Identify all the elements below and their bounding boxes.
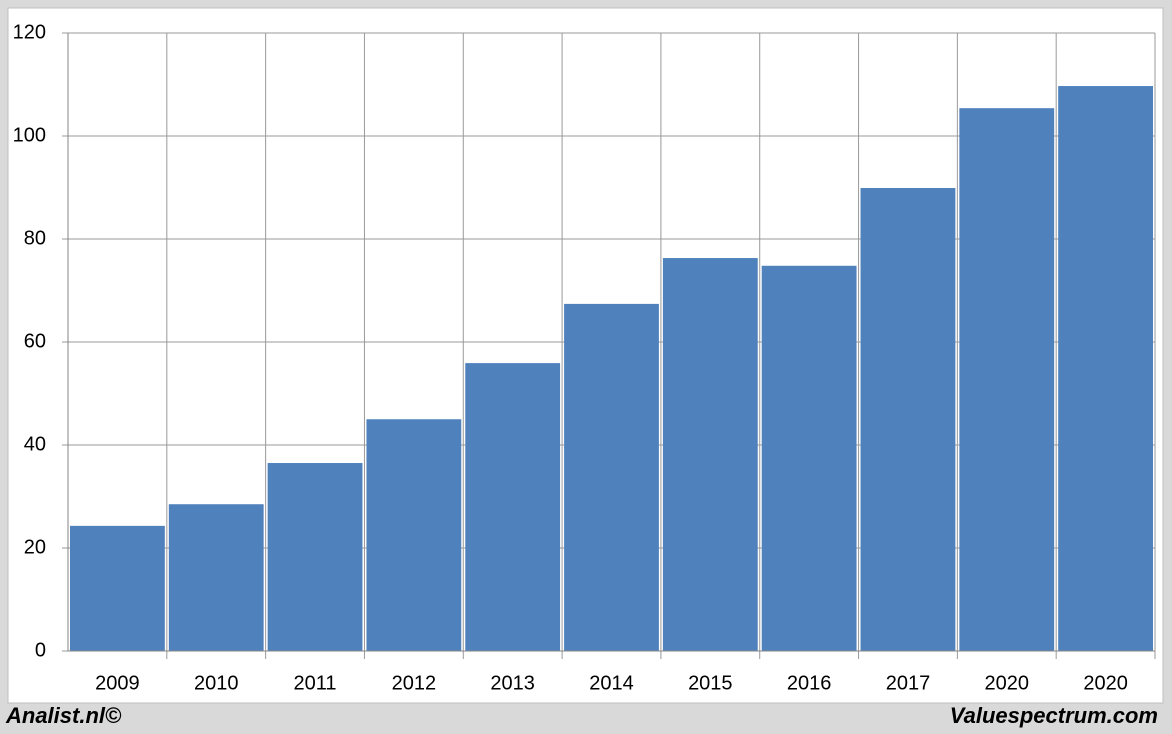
x-tick-label: 2009: [95, 672, 140, 694]
y-tick-label: 20: [24, 536, 46, 558]
bar: [564, 303, 659, 651]
y-tick-label: 60: [24, 330, 46, 352]
x-tick-label: 2015: [688, 672, 733, 694]
x-tick-label: 2016: [787, 672, 832, 694]
x-tick-label: 2013: [490, 672, 535, 694]
bar: [1058, 86, 1153, 652]
x-tick-label: 2020: [985, 672, 1030, 694]
x-tick-label: 2014: [589, 672, 634, 694]
footer-right: Valuespectrum.com: [950, 703, 1158, 728]
x-tick-label: 2010: [194, 672, 239, 694]
x-tick-label: 2012: [392, 672, 437, 694]
bar: [959, 108, 1055, 651]
bar: [267, 463, 363, 651]
y-tick-label: 80: [24, 227, 46, 249]
footer-left: Analist.nl©: [5, 703, 122, 728]
y-tick-label: 100: [13, 124, 46, 146]
bar: [465, 363, 561, 651]
bar: [168, 504, 264, 651]
bar: [860, 188, 956, 651]
x-tick-label: 2011: [294, 672, 337, 694]
bar: [662, 258, 758, 651]
x-tick-label: 2020: [1083, 672, 1128, 694]
y-tick-label: 40: [24, 433, 46, 455]
bar: [366, 419, 462, 651]
y-tick-label: 0: [35, 639, 46, 661]
bar: [70, 525, 165, 651]
x-tick-label: 2017: [886, 672, 931, 694]
y-tick-label: 120: [13, 21, 46, 43]
bar: [761, 265, 857, 651]
